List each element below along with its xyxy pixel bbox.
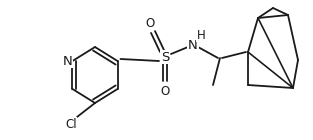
- Text: N: N: [188, 38, 198, 52]
- Text: S: S: [161, 51, 169, 64]
- Text: Cl: Cl: [65, 117, 77, 130]
- Text: N: N: [63, 54, 72, 67]
- Text: O: O: [145, 17, 155, 30]
- Text: H: H: [197, 29, 205, 41]
- Text: O: O: [160, 85, 170, 97]
